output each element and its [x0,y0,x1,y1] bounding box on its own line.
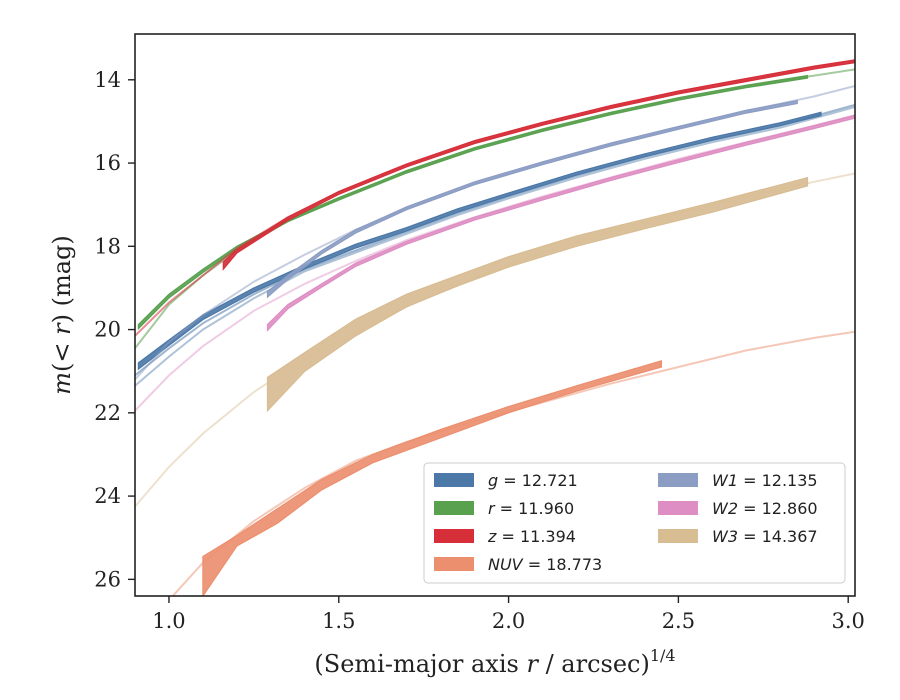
legend-entry-r: r = 11.960 [434,499,574,518]
y-axis-label: m(< r) (mag) [48,235,76,395]
legend-label: W2 = 12.860 [712,499,818,518]
legend-label: r = 11.960 [488,499,574,518]
legend-entry-nuv: NUV = 18.773 [434,555,602,574]
legend-entry-g: g = 12.721 [434,471,578,490]
legend-label: z = 11.394 [487,527,576,546]
series-w1 [135,85,855,381]
x-tick-label: 1.0 [152,609,185,633]
x-tick-label: 3.0 [832,609,865,633]
measured-band-w2 [266,114,855,332]
legend-label: g = 12.721 [488,471,578,490]
y-tick-label: 14 [94,68,121,92]
series-w3 [135,172,855,508]
measured-band-w1 [266,99,798,299]
legend-entry-w2: W2 = 12.860 [658,499,818,518]
measured-band-w3 [266,176,809,413]
y-tick-label: 26 [94,567,121,591]
x-tick-label: 2.0 [492,609,525,633]
legend-swatch [434,473,474,487]
y-tick-label: 18 [94,234,121,258]
x-axis-label: (Semi-major axis r / arcsec)1/4 [314,646,675,678]
legend: g = 12.721 r = 11.960 z = 11.394 NUV = 18.7… [423,462,846,584]
legend-box [423,462,846,584]
y-tick-label: 16 [94,151,121,175]
legend-swatch [434,557,474,571]
model-line-g [135,105,855,387]
series-nuv [171,330,855,596]
measured-band-z [222,59,855,271]
legend-swatch [658,529,698,543]
legend-swatch [658,473,698,487]
y-tick-label: 24 [94,484,121,508]
legend-swatch [434,529,474,543]
x-tick-label: 1.5 [322,609,355,633]
legend-label: W1 = 12.135 [712,471,818,490]
legend-label: NUV = 18.773 [488,555,602,574]
y-axis-ticks: 14 16 18 20 22 24 26 [94,68,135,591]
series-w2 [135,114,855,412]
series-z [135,59,855,337]
legend-entry-z: z = 11.394 [434,527,576,546]
series-layer [135,59,855,596]
legend-swatch [658,501,698,515]
measured-band-nuv [202,359,662,596]
legend-entry-w1: W1 = 12.135 [658,471,818,490]
y-tick-label: 20 [94,318,121,342]
x-tick-label: 2.5 [662,609,695,633]
legend-label: W3 = 14.367 [712,527,818,546]
legend-entry-w3: W3 = 14.367 [658,527,818,546]
legend-swatch [434,501,474,515]
plot-frame [134,33,856,597]
x-axis-ticks: 1.0 1.5 2.0 2.5 3.0 [152,596,865,633]
y-tick-label: 22 [94,401,121,425]
